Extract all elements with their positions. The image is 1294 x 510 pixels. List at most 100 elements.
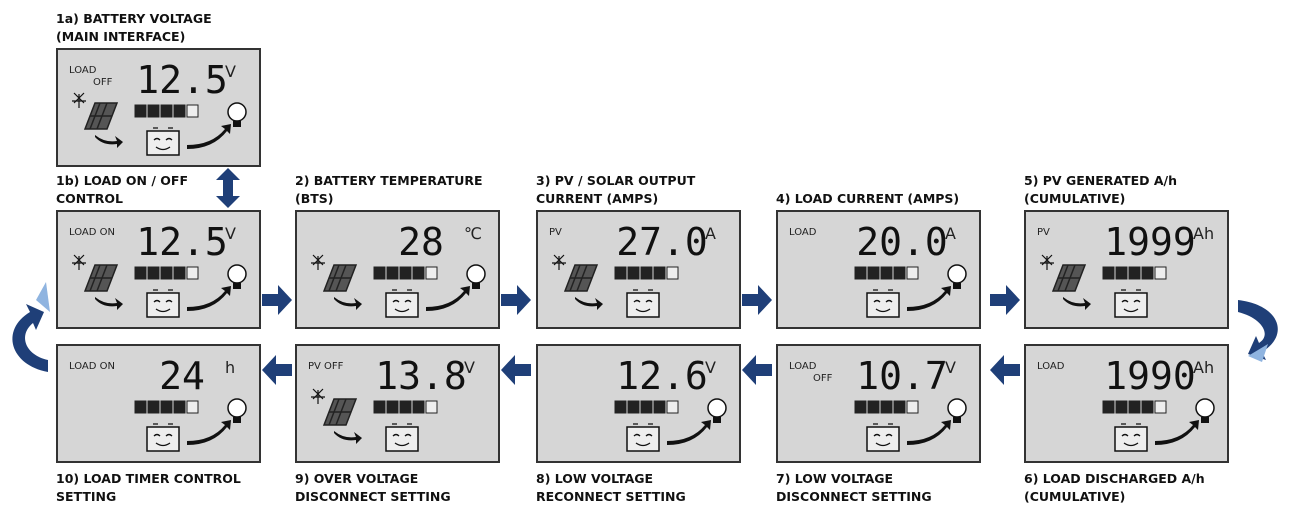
arrow [187, 124, 231, 149]
unit: Ah [1193, 358, 1214, 377]
reading: 12.5 [136, 220, 228, 264]
battery-segment [666, 266, 679, 280]
battery-segment [173, 400, 186, 414]
battery-segment [640, 400, 653, 414]
indicator: LOAD ON [69, 361, 115, 372]
battery-segment [906, 400, 919, 414]
battery-segment [640, 266, 653, 280]
battery-face [873, 289, 893, 313]
caption: 1b) LOAD ON / OFF [56, 173, 188, 188]
battery-segment [867, 400, 880, 414]
battery-segment [666, 400, 679, 414]
battery-segment [1141, 400, 1154, 414]
battery-segment [614, 400, 627, 414]
battery-segment [653, 266, 666, 280]
battery-segment [373, 266, 386, 280]
arrow [334, 431, 362, 444]
battery-segment [412, 400, 425, 414]
unit: h [225, 358, 235, 377]
caption: 6) LOAD DISCHARGED A/h [1024, 471, 1205, 486]
arrow [1063, 297, 1091, 310]
bulb-base [953, 283, 961, 289]
arrow [575, 297, 603, 310]
battery-segment [412, 266, 425, 280]
battery-segment [880, 400, 893, 414]
bulb [947, 398, 967, 418]
unit: V [705, 358, 716, 377]
arrow [1155, 420, 1199, 445]
bulb [707, 398, 727, 418]
unit: V [225, 224, 236, 243]
lcd-panel: 6) LOAD DISCHARGED A/h (CUMULATIVE) LOAD 19… [1024, 344, 1229, 504]
indicator: LOAD [69, 65, 97, 76]
unit: V [464, 358, 475, 377]
battery-face [1121, 289, 1141, 313]
solar-panel [83, 102, 119, 130]
bulb-base [233, 121, 241, 127]
battery-segment [1128, 266, 1141, 280]
bulb [1195, 398, 1215, 418]
reading: 12.5 [136, 58, 228, 102]
caption: DISCONNECT SETTING [776, 489, 932, 504]
battery-segment [134, 400, 147, 414]
reading: 10.7 [856, 354, 948, 398]
bulb-base [233, 283, 241, 289]
sun [311, 254, 325, 270]
sun [552, 254, 566, 270]
battery-segment [1154, 400, 1167, 414]
reading: 12.6 [616, 354, 708, 398]
battery [146, 292, 180, 318]
caption: 1a) BATTERY VOLTAGE [56, 11, 212, 26]
battery-segment [627, 266, 640, 280]
battery [626, 426, 660, 452]
battery-segment [614, 266, 627, 280]
arrow [907, 286, 951, 311]
unit: ℃ [464, 224, 482, 243]
battery-segment [399, 400, 412, 414]
battery-segment [173, 104, 186, 118]
caption: 7) LOW VOLTAGE [776, 471, 893, 486]
reading: 1990 [1104, 354, 1196, 398]
battery-face [153, 127, 173, 151]
battery-segment [373, 400, 386, 414]
battery-segment [893, 266, 906, 280]
battery-segment [653, 400, 666, 414]
solar-panel [322, 398, 358, 426]
battery-face [153, 289, 173, 313]
lcd-panel: 1b) LOAD ON / OFF CONTROL LOAD ON 12.5V [56, 173, 261, 329]
indicator: LOAD [1037, 361, 1065, 372]
battery-segment [386, 400, 399, 414]
battery [146, 426, 180, 452]
caption: DISCONNECT SETTING [295, 489, 451, 504]
lcd-panel: 8) LOW VOLTAGE RECONNECT SETTING 12.6V [536, 344, 741, 504]
caption: 9) OVER VOLTAGE [295, 471, 418, 486]
battery-segment [425, 266, 438, 280]
battery-segment [147, 266, 160, 280]
caption: (CUMULATIVE) [1024, 489, 1125, 504]
battery [146, 130, 180, 156]
battery-segment [1141, 266, 1154, 280]
indicator: PV [1037, 227, 1050, 238]
arrow [95, 297, 123, 310]
indicator: PV [549, 227, 562, 238]
reading: 20.0 [856, 220, 948, 264]
battery [626, 292, 660, 318]
battery-face [392, 423, 412, 447]
sun [311, 388, 325, 404]
caption: 2) BATTERY TEMPERATURE [295, 173, 483, 188]
sun [1040, 254, 1054, 270]
lcd-panel: 2) BATTERY TEMPERATURE (BTS) 28 ℃ [295, 173, 500, 329]
caption: CONTROL [56, 191, 123, 206]
battery-segment [134, 266, 147, 280]
battery-segment [173, 266, 186, 280]
battery [385, 426, 419, 452]
arrow [426, 286, 470, 311]
battery-segment [160, 104, 173, 118]
battery [866, 292, 900, 318]
arrow [667, 420, 711, 445]
caption: (BTS) [295, 191, 333, 206]
unit: A [945, 224, 956, 243]
reading: 27.0 [616, 220, 708, 264]
